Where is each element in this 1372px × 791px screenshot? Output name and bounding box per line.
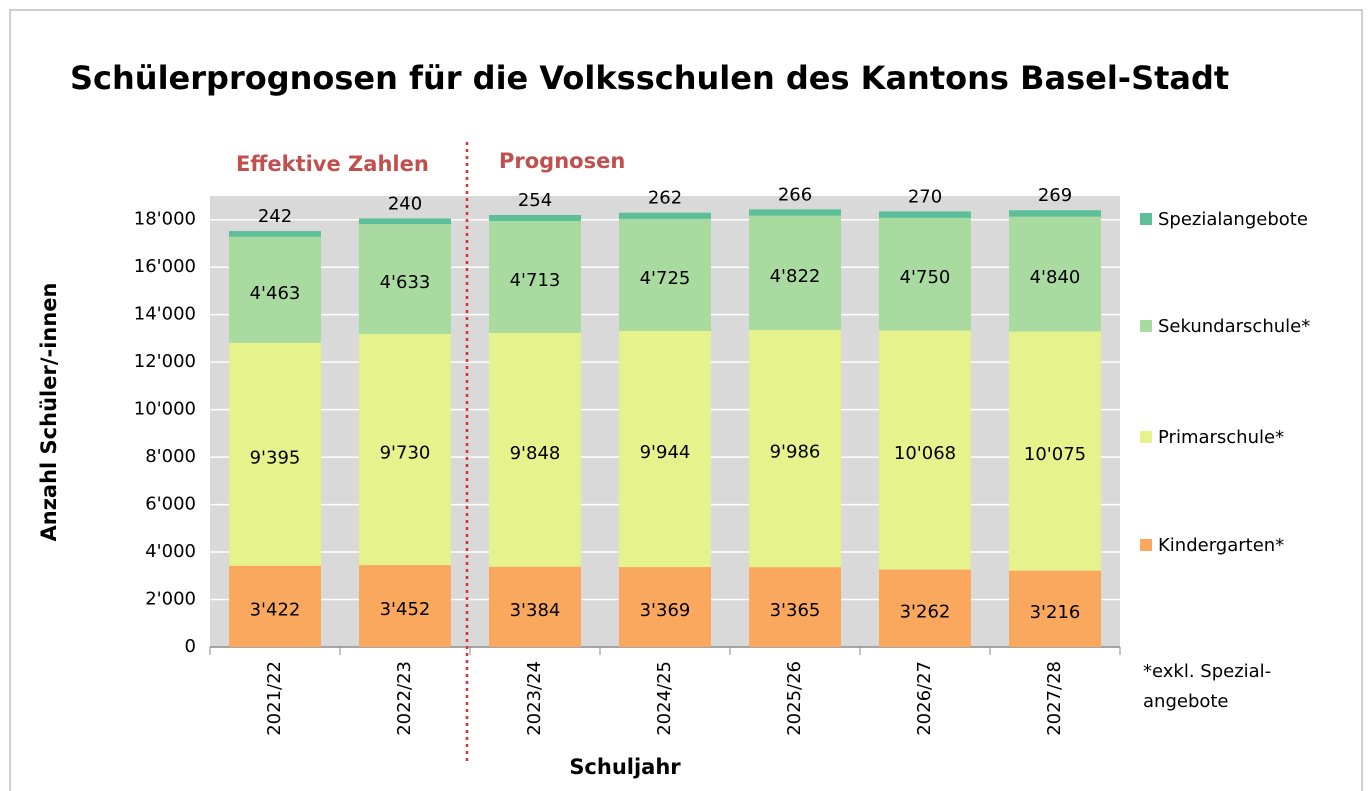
bar-segment bbox=[1009, 331, 1101, 571]
bar-segment bbox=[749, 567, 841, 647]
bar-segment bbox=[749, 215, 841, 331]
annotation: Prognosen bbox=[499, 149, 625, 173]
value-label: 10'068 bbox=[894, 443, 956, 464]
bar-segment bbox=[1009, 216, 1101, 332]
legend-swatch bbox=[1140, 539, 1152, 551]
legend-label: Spezialangebote bbox=[1158, 209, 1308, 230]
value-label: 270 bbox=[908, 186, 942, 207]
y-tick-label: 8'000 bbox=[145, 446, 196, 467]
value-label: 4'633 bbox=[380, 272, 431, 293]
bar-segment bbox=[619, 212, 711, 219]
value-label: 9'395 bbox=[250, 447, 301, 468]
bar-segment bbox=[879, 330, 971, 570]
y-tick-label: 4'000 bbox=[145, 541, 196, 562]
bar-segment bbox=[359, 565, 451, 647]
bar-segment bbox=[879, 217, 971, 331]
bar-segment bbox=[359, 334, 451, 566]
x-tick-label: 2027/28 bbox=[1044, 661, 1065, 736]
value-label: 3'384 bbox=[510, 600, 561, 621]
bar-segment bbox=[229, 236, 321, 343]
value-label: 4'725 bbox=[640, 268, 691, 289]
y-tick-label: 16'000 bbox=[134, 256, 196, 277]
annotation: Effektive Zahlen bbox=[236, 152, 429, 176]
x-tick-label: 2025/26 bbox=[784, 661, 805, 736]
y-tick-label: 6'000 bbox=[145, 494, 196, 515]
value-label: 3'422 bbox=[250, 599, 301, 620]
bar-segment bbox=[229, 565, 321, 647]
legend-label: Kindergarten* bbox=[1158, 535, 1284, 556]
y-axis-label: Anzahl Schüler/-innen bbox=[37, 282, 61, 541]
bar-segment bbox=[619, 330, 711, 568]
value-label: 3'365 bbox=[770, 600, 821, 621]
bar-segment bbox=[749, 209, 841, 216]
value-label: 9'848 bbox=[510, 443, 561, 464]
legend-swatch bbox=[1140, 320, 1152, 332]
legend-label: Sekundarschule* bbox=[1158, 316, 1310, 337]
x-tick-label: 2022/23 bbox=[394, 661, 415, 736]
value-label: 240 bbox=[388, 193, 422, 214]
value-label: 3'452 bbox=[380, 599, 431, 620]
value-label: 4'750 bbox=[900, 267, 951, 288]
x-tick-label: 2023/24 bbox=[524, 661, 545, 736]
bar-segment bbox=[489, 332, 581, 567]
bar-segment bbox=[229, 342, 321, 566]
value-label: 3'216 bbox=[1030, 602, 1081, 623]
value-label: 3'262 bbox=[900, 601, 951, 622]
bar-segment bbox=[879, 211, 971, 218]
y-tick-label: 2'000 bbox=[145, 589, 196, 610]
value-label: 262 bbox=[648, 188, 682, 209]
value-label: 9'730 bbox=[380, 443, 431, 464]
x-axis-label: Schuljahr bbox=[569, 755, 681, 779]
bar-segment bbox=[879, 569, 971, 647]
value-label: 10'075 bbox=[1024, 444, 1086, 465]
footnote: angebote bbox=[1143, 691, 1229, 712]
bar-segment bbox=[619, 567, 711, 647]
value-label: 4'713 bbox=[510, 270, 561, 291]
bar-segment bbox=[749, 330, 841, 568]
value-label: 254 bbox=[518, 190, 552, 211]
value-label: 4'463 bbox=[250, 283, 301, 304]
bar-segment bbox=[229, 231, 321, 237]
bar-segment bbox=[619, 218, 711, 331]
bar-segment bbox=[489, 221, 581, 333]
value-label: 4'822 bbox=[770, 266, 821, 287]
y-tick-label: 0 bbox=[185, 636, 196, 657]
legend-swatch bbox=[1140, 431, 1152, 443]
bar-segment bbox=[359, 218, 451, 225]
value-label: 266 bbox=[778, 184, 812, 205]
y-tick-label: 12'000 bbox=[134, 351, 196, 372]
y-tick-label: 18'000 bbox=[134, 209, 196, 230]
value-label: 269 bbox=[1038, 185, 1072, 206]
value-label: 4'840 bbox=[1030, 267, 1081, 288]
y-tick-label: 10'000 bbox=[134, 399, 196, 420]
x-tick-label: 2021/22 bbox=[264, 661, 285, 736]
value-label: 242 bbox=[258, 206, 292, 227]
legend-swatch bbox=[1140, 213, 1152, 225]
x-tick-label: 2024/25 bbox=[654, 661, 675, 736]
bar-segment bbox=[489, 215, 581, 222]
bar-segment bbox=[489, 566, 581, 647]
value-label: 9'944 bbox=[640, 442, 691, 463]
chart-title: Schülerprognosen für die Volksschulen de… bbox=[70, 59, 1229, 97]
y-tick-label: 14'000 bbox=[134, 304, 196, 325]
bar-segment bbox=[1009, 570, 1101, 647]
value-label: 9'986 bbox=[770, 442, 821, 463]
legend-label: Primarschule* bbox=[1158, 427, 1284, 448]
bar-segment bbox=[359, 224, 451, 335]
footnote: *exkl. Spezial- bbox=[1143, 661, 1271, 682]
value-label: 3'369 bbox=[640, 600, 691, 621]
x-tick-label: 2026/27 bbox=[914, 661, 935, 736]
bar-segment bbox=[1009, 210, 1101, 217]
